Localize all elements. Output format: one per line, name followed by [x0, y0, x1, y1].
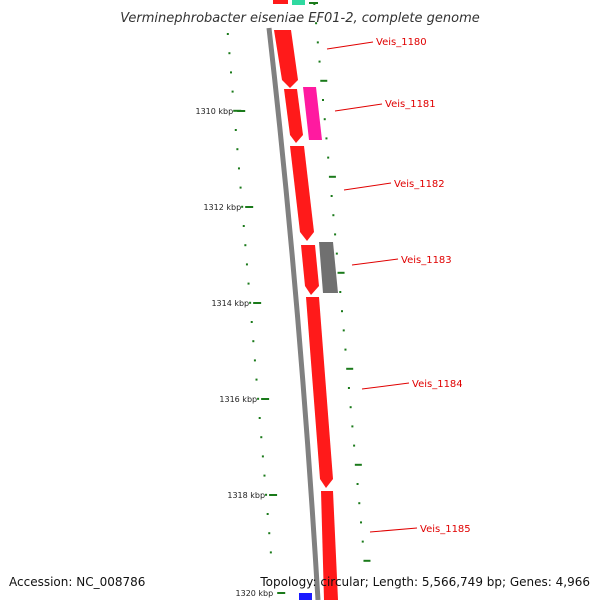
gene-veis-1181-a[interactable] — [284, 89, 303, 143]
gene-label-connector — [334, 103, 383, 112]
gene-partial-top-green[interactable] — [292, 0, 305, 5]
gene-label-connector — [361, 382, 410, 390]
topology-text: Topology: circular; Length: 5,566,749 bp… — [259, 575, 590, 589]
gene-veis-1181[interactable] — [303, 87, 322, 140]
accession-text: Accession: NC_008786 — [9, 575, 145, 589]
gene-label-connector — [369, 527, 418, 533]
gene-partial-top[interactable] — [273, 0, 288, 4]
scale-label: 1318 kbp — [227, 491, 265, 500]
scale-label: 1316 kbp — [219, 395, 257, 404]
gene-veis-1180[interactable] — [274, 30, 298, 88]
scale-labels: 1310 kbp 1312 kbp 1314 kbp 1316 kbp 1318 kbp… — [196, 107, 274, 598]
gene-label[interactable]: Veis_1184 — [412, 379, 463, 390]
gene-label[interactable]: Veis_1181 — [385, 99, 436, 110]
scale-label: 1310 kbp — [196, 107, 234, 116]
gene-label[interactable]: Veis_1180 — [376, 37, 427, 48]
gene-label[interactable]: Veis_1185 — [420, 524, 471, 535]
gene-label-connector — [343, 182, 392, 191]
gene-label[interactable]: Veis_1183 — [401, 255, 452, 266]
genome-title: Verminephrobacter eiseniae EF01-2, compl… — [120, 11, 479, 26]
scale-label: 1312 kbp — [203, 203, 241, 212]
gene-label-connector — [351, 258, 399, 266]
genome-backbone — [266, 27, 321, 600]
scale-ticks — [226, 3, 371, 594]
gene-veis-1183[interactable] — [319, 242, 338, 293]
scale-label: 1320 kbp — [236, 589, 274, 598]
gene-label-connector — [326, 41, 374, 50]
scale-label: 1314 kbp — [211, 299, 249, 308]
gene-veis-1183-a[interactable] — [301, 245, 319, 295]
gene-veis-1184[interactable] — [306, 297, 333, 488]
gene-veis-1182[interactable] — [290, 146, 314, 241]
gene-partial-bottom[interactable] — [299, 593, 312, 600]
gene-track — [273, 0, 338, 600]
gene-label[interactable]: Veis_1182 — [394, 179, 445, 190]
gene-labels: Veis_1180 Veis_1181 Veis_1182 Veis_1183 Veis… — [326, 37, 471, 535]
gene-veis-1185[interactable] — [321, 491, 338, 600]
